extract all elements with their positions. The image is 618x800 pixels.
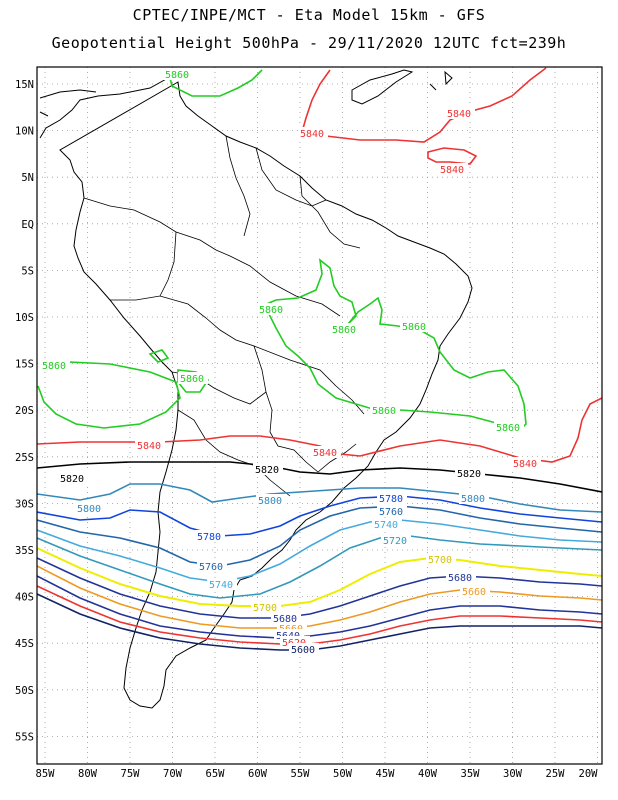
label-5860-andes: 5860 [180,374,204,385]
contour-5860-andes [148,349,210,393]
lat-tick-label: 55S [15,731,34,743]
lon-tick-label: 45W [376,768,396,780]
map-frame [36,66,603,765]
label-5860-brazil: 5860 [332,325,356,336]
label-5840-west: 5840 [137,441,161,452]
contour-labels: 5860 5840 5840 5840 5860 5860 5860 5860 … [40,68,541,656]
label-5680-east: 5680 [448,573,472,584]
label-5740-east: 5740 [374,520,398,531]
lat-tick-label: 35S [15,545,34,557]
contour-5760 [37,505,602,567]
label-5600: 5600 [291,645,315,656]
longitude-labels: 85W 80W 75W 70W 65W 60W 55W 50W 45W 40W 35W 30W 25W 2… [36,768,599,780]
contour-5680 [37,557,602,619]
lon-tick-label: 65W [206,768,226,780]
lon-tick-label: 35W [461,768,481,780]
label-5820-east: 5820 [457,469,481,480]
lon-tick-label: 70W [163,768,183,780]
contour-5600 [37,593,602,651]
contour-5840-north [300,67,547,143]
label-5840-east: 5840 [513,459,537,470]
caribbean-islands [351,69,453,105]
lat-tick-label: 25S [15,452,34,464]
lon-tick-label: 85W [36,768,56,780]
lon-tick-label: 75W [121,768,141,780]
lon-tick-label: 60W [248,768,268,780]
label-5740-west: 5740 [209,580,233,591]
label-5860-se-brazil: 5860 [372,406,396,417]
lat-tick-label: 30S [15,498,34,510]
label-5860-pacific: 5860 [42,361,66,372]
label-5720: 5720 [383,536,407,547]
lat-tick-label: 5S [21,265,34,277]
label-5860-amazon: 5860 [259,305,283,316]
country-borders [83,135,365,497]
label-5760-east: 5760 [379,507,403,518]
label-5820-mid: 5820 [255,465,279,476]
lat-tick-label: 15N [15,79,34,91]
label-5780-east: 5780 [379,494,403,505]
lon-tick-label: 20W [579,768,599,780]
contour-5860-north [167,69,263,97]
label-5860-north: 5860 [165,70,189,81]
lat-tick-label: 50S [15,685,34,697]
label-5700-west: 5700 [253,603,277,614]
contour-5780 [37,495,602,537]
contour-5820 [37,461,602,493]
contour-5840 [37,397,602,463]
contour-5740 [37,519,602,583]
lon-tick-label: 30W [503,768,523,780]
lat-tick-label: 5N [21,172,34,184]
contour-5620 [37,585,602,645]
label-5840-north: 5840 [300,129,324,140]
graticule [37,67,602,764]
lon-tick-label: 40W [418,768,438,780]
central-america [39,89,97,117]
lat-tick-label: 15S [15,359,34,371]
label-5660-east: 5660 [462,587,486,598]
contour-5860-amazon [260,258,527,429]
label-5840-ne: 5840 [447,109,471,120]
lon-tick-label: 25W [546,768,566,780]
label-5840-loop: 5840 [440,165,464,176]
contour-5800 [37,483,602,513]
lon-tick-label: 80W [78,768,98,780]
map-subtitle: Geopotential Height 500hPa - 29/11/2020 … [51,34,567,52]
lon-tick-label: 50W [333,768,353,780]
contour-5640 [37,575,602,639]
lat-tick-label: 40S [15,592,34,604]
label-5860-ne-brazil: 5860 [402,322,426,333]
lon-tick-label: 55W [291,768,311,780]
south-america-coastline [39,69,473,709]
map-title: CPTEC/INPE/MCT - Eta Model 15km - GFS [132,6,486,24]
label-5700-east: 5700 [428,555,452,566]
lat-tick-label: 45S [15,638,34,650]
lat-tick-label: EQ [21,219,34,231]
contour-5860-pacific [37,361,181,429]
label-5860-atlantic: 5860 [496,423,520,434]
lat-tick-label: 10N [15,126,34,138]
lat-tick-label: 10S [15,312,34,324]
contour-5720 [37,535,602,599]
contour-5840-north-loop [427,147,478,165]
label-5800-west: 5800 [77,504,101,515]
latitude-labels: 15N 10N 5N EQ 5S 10S 15S 20S 25S 30S 35S 40S 45S 50S 5… [15,79,34,743]
label-5800-mid: 5800 [258,496,282,507]
contours [37,67,602,651]
contour-5700 [37,547,602,607]
label-5840-mid: 5840 [313,448,337,459]
label-5680-west: 5680 [273,614,297,625]
coastlines [39,69,473,709]
label-5760-west: 5760 [199,562,223,573]
label-5800-east: 5800 [461,494,485,505]
label-5780-west: 5780 [197,532,221,543]
contour-5660 [37,565,602,629]
lat-tick-label: 20S [15,405,34,417]
label-5820-west: 5820 [60,474,84,485]
